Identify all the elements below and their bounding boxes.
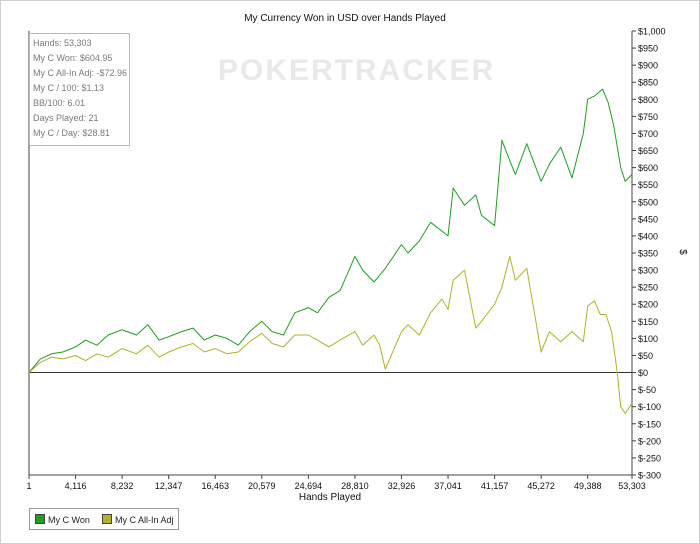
y-tick-label: $600 [638, 163, 658, 173]
stat-won: My C Won: $604.95 [33, 53, 113, 63]
y-tick-label: $1,000 [638, 27, 666, 37]
x-tick-label: 8,232 [111, 481, 134, 491]
stat-days-played: Days Played: 21 [33, 113, 99, 123]
y-tick-label: $-150 [638, 419, 661, 429]
chart-legend: My C Won My C All-In Adj [29, 508, 179, 530]
y-tick-label: $-250 [638, 453, 661, 463]
legend-label-won: My C Won [48, 515, 90, 525]
x-tick-label: 16,463 [201, 481, 229, 491]
x-tick-label: 24,694 [295, 481, 323, 491]
y-tick-label: $850 [638, 78, 658, 88]
y-tick-label: $-200 [638, 436, 661, 446]
legend-item-allin-adj[interactable]: My C All-In Adj [102, 514, 174, 525]
x-tick-label: 20,579 [248, 481, 276, 491]
stat-allin-adj: My C All-In Adj: -$72.96 [33, 68, 128, 78]
stat-per-day: My C / Day: $28.81 [33, 128, 111, 138]
y-tick-label: $450 [638, 214, 658, 224]
stat-hands: Hands: 53,303 [33, 38, 92, 48]
legend-item-won[interactable]: My C Won [35, 514, 90, 525]
x-tick-label: 45,272 [527, 481, 555, 491]
y-tick-label: $150 [638, 317, 658, 327]
x-tick-label: 12,347 [155, 481, 183, 491]
x-tick-label: 32,926 [388, 481, 416, 491]
x-tick-label: 28,810 [341, 481, 369, 491]
y-tick-label: $-50 [638, 385, 656, 395]
y-tick-label: $650 [638, 146, 658, 156]
y-tick-label: $700 [638, 129, 658, 139]
legend-swatch-won [35, 514, 45, 524]
y-tick-label: $900 [638, 61, 658, 71]
stat-per-100: My C / 100: $1.13 [33, 83, 105, 93]
watermark: POKERTRACKER [218, 54, 495, 87]
x-tick-label: 49,388 [574, 481, 602, 491]
y-tick-label: $750 [638, 112, 658, 122]
x-axis-label: Hands Played [299, 492, 361, 503]
y-tick-label: $200 [638, 300, 658, 310]
series-line-my-c-all-in-adj [28, 255, 633, 414]
y-tick-label: $500 [638, 197, 658, 207]
y-tick-label: $350 [638, 249, 658, 259]
y-tick-label: $100 [638, 334, 658, 344]
y-tick-label: $50 [638, 351, 653, 361]
y-axis-label: $ [677, 249, 688, 255]
y-tick-label: $250 [638, 283, 658, 293]
plot-area: $1,000 $950 $900 $850 $800 $750 $700 $650 $600 $5… [26, 27, 665, 492]
legend-label-allin-adj: My C All-In Adj [115, 515, 174, 525]
y-tick-label: $300 [638, 266, 658, 276]
chart-title: My Currency Won in USD over Hands Played [244, 13, 446, 24]
legend-swatch-allin-adj [102, 514, 112, 524]
stat-bb-100: BB/100: 6.01 [33, 98, 86, 108]
y-tick-label: $950 [638, 44, 658, 54]
x-tick-label: 37,041 [434, 481, 462, 491]
series-line-my-c-won [28, 88, 633, 373]
x-tick-label: 41,157 [481, 481, 509, 491]
y-tick-label: $-100 [638, 402, 661, 412]
y-tick-label: $400 [638, 231, 658, 241]
x-tick-label: 4,116 [65, 481, 87, 491]
y-tick-label: $0 [638, 368, 648, 378]
x-tick-label: 1 [26, 481, 31, 491]
y-tick-label: $800 [638, 95, 658, 105]
x-tick-label: 53,303 [618, 481, 646, 491]
stats-summary-box: Hands: 53,303 My C Won: $604.95 My C All… [29, 33, 130, 146]
y-tick-label: $-300 [638, 471, 661, 481]
y-tick-label: $550 [638, 180, 658, 190]
